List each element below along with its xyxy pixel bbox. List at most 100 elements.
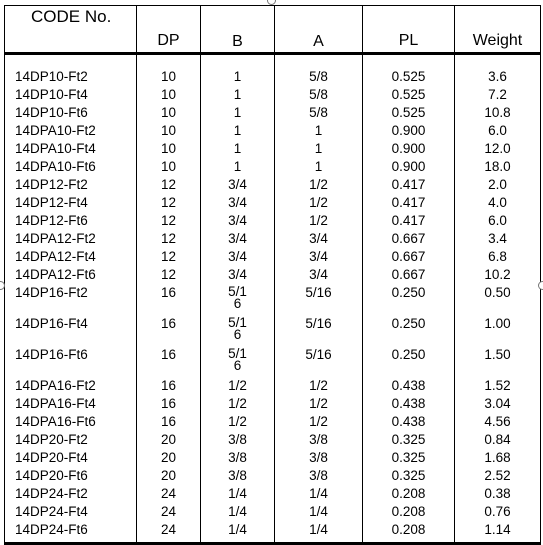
cell-dp: 24: [136, 504, 201, 522]
table-row: 14DP24-Ft6 24 1/4 1/4 0.208 1.14: [4, 522, 541, 545]
header-a: A: [274, 5, 363, 55]
cell-b: 1: [200, 141, 275, 159]
cell-weight: 0.50: [454, 285, 541, 316]
cell-weight: 2.0: [454, 177, 541, 195]
cell-b: 1/4: [200, 504, 275, 522]
cell-b: 3/8: [200, 432, 275, 450]
cell-b: 3/8: [200, 450, 275, 468]
cell-a: 5/8: [274, 105, 363, 123]
table-row: 14DP10-Ft2 10 1 5/8 0.525 3.6: [4, 69, 541, 87]
selection-handle-left: [0, 281, 5, 290]
cell-pl: 0.438: [362, 396, 455, 414]
cell-pl: 0.325: [362, 468, 455, 486]
table-row: 14DP20-Ft2 20 3/8 3/8 0.325 0.84: [4, 432, 541, 450]
table-row: 14DP20-Ft4 20 3/8 3/8 0.325 1.68: [4, 450, 541, 468]
cell-pl: 0.250: [362, 347, 455, 378]
cell-code: 14DP20-Ft2: [4, 432, 137, 450]
cell-code: 14DPA16-Ft4: [4, 396, 137, 414]
cell-pl: 0.900: [362, 159, 455, 177]
cell-weight: 10.2: [454, 267, 541, 285]
cell-b: 3/4: [200, 267, 275, 285]
gear-spec-table: CODE No. DP B A PL Weight 14DP10-Ft2 10 1 5…: [4, 5, 541, 545]
table-row: 14DP24-Ft2 24 1/4 1/4 0.208 0.38: [4, 486, 541, 504]
cell-weight: 1.14: [454, 522, 541, 545]
cell-code: 14DP10-Ft4: [4, 87, 137, 105]
cell-pl: 0.525: [362, 105, 455, 123]
cell-b: 1: [200, 87, 275, 105]
cell-dp: 20: [136, 450, 201, 468]
cell-pl: 0.208: [362, 486, 455, 504]
cell-code: 14DPA10-Ft2: [4, 123, 137, 141]
table-row: 14DPA10-Ft4 10 1 1 0.900 12.0: [4, 141, 541, 159]
cell-pl: 0.208: [362, 522, 455, 545]
cell-b: 3/8: [200, 468, 275, 486]
cell-pl: 0.667: [362, 231, 455, 249]
table-row: 14DP10-Ft6 10 1 5/8 0.525 10.8: [4, 105, 541, 123]
cell-b: 3/4: [200, 177, 275, 195]
table-row: 14DP16-Ft4 16 5/1 6 5/16 0.250 1.00: [4, 316, 541, 347]
cell-b: 3/4: [200, 249, 275, 267]
cell-dp: 24: [136, 486, 201, 504]
cell-a: 3/8: [274, 468, 363, 486]
cell-a: 3/8: [274, 450, 363, 468]
cell-pl: 0.667: [362, 267, 455, 285]
cell-dp: 12: [136, 195, 201, 213]
header-pl: PL: [362, 5, 455, 55]
spacer-row: [4, 53, 541, 69]
table-row: 14DPA16-Ft4 16 1/2 1/2 0.438 3.04: [4, 396, 541, 414]
cell-code: 14DP24-Ft6: [4, 522, 137, 545]
cell-a: 5/8: [274, 69, 363, 87]
cell-a: 1/4: [274, 504, 363, 522]
cell-a: 1: [274, 141, 363, 159]
cell-weight: 6.0: [454, 213, 541, 231]
cell-b: 3/4: [200, 195, 275, 213]
cell-code: 14DP12-Ft2: [4, 177, 137, 195]
cell-dp: 16: [136, 285, 201, 316]
cell-b: 1: [200, 105, 275, 123]
table-row: 14DP24-Ft4 24 1/4 1/4 0.208 0.76: [4, 504, 541, 522]
cell-pl: 0.250: [362, 316, 455, 347]
cell-a: 5/16: [274, 285, 363, 316]
table-row: 14DP12-Ft2 12 3/4 1/2 0.417 2.0: [4, 177, 541, 195]
cell-weight: 12.0: [454, 141, 541, 159]
cell-pl: 0.208: [362, 504, 455, 522]
header-weight: Weight: [454, 5, 541, 55]
table-row: 14DPA12-Ft6 12 3/4 3/4 0.667 10.2: [4, 267, 541, 285]
cell-a: 5/16: [274, 316, 363, 347]
cell-code: 14DP12-Ft6: [4, 213, 137, 231]
cell-pl: 0.900: [362, 123, 455, 141]
cell-code: 14DPA10-Ft6: [4, 159, 137, 177]
cell-code: 14DPA12-Ft4: [4, 249, 137, 267]
cell-dp: 16: [136, 378, 201, 396]
cell-code: 14DPA16-Ft2: [4, 378, 137, 396]
cell-b: 1/2: [200, 378, 275, 396]
cell-a: 5/16: [274, 347, 363, 378]
selection-handle-top: [267, 0, 276, 5]
cell-pl: 0.250: [362, 285, 455, 316]
cell-weight: 2.52: [454, 468, 541, 486]
cell-pl: 0.417: [362, 177, 455, 195]
cell-b: 1: [200, 69, 275, 87]
cell-weight: 0.84: [454, 432, 541, 450]
cell-dp: 12: [136, 213, 201, 231]
cell-a: 3/4: [274, 249, 363, 267]
cell-code: 14DPA12-Ft2: [4, 231, 137, 249]
cell-weight: 4.0: [454, 195, 541, 213]
cell-weight: 3.04: [454, 396, 541, 414]
table-row: 14DP12-Ft6 12 3/4 1/2 0.417 6.0: [4, 213, 541, 231]
table-row: 14DP10-Ft4 10 1 5/8 0.525 7.2: [4, 87, 541, 105]
cell-b: 5/1 6: [200, 285, 275, 316]
cell-pl: 0.525: [362, 87, 455, 105]
header-dp: DP: [136, 5, 201, 55]
cell-pl: 0.438: [362, 378, 455, 396]
header-a-label: A: [313, 33, 324, 50]
cell-weight: 6.0: [454, 123, 541, 141]
table-body: 14DP10-Ft2 10 1 5/8 0.525 3.6 14DP10-Ft4 10 1 5/8…: [4, 53, 541, 545]
cell-dp: 16: [136, 396, 201, 414]
cell-code: 14DP24-Ft2: [4, 486, 137, 504]
cell-code: 14DP10-Ft2: [4, 69, 137, 87]
cell-code: 14DP24-Ft4: [4, 504, 137, 522]
cell-b: 1/4: [200, 486, 275, 504]
table-row: 14DPA16-Ft6 16 1/2 1/2 0.438 4.56: [4, 414, 541, 432]
